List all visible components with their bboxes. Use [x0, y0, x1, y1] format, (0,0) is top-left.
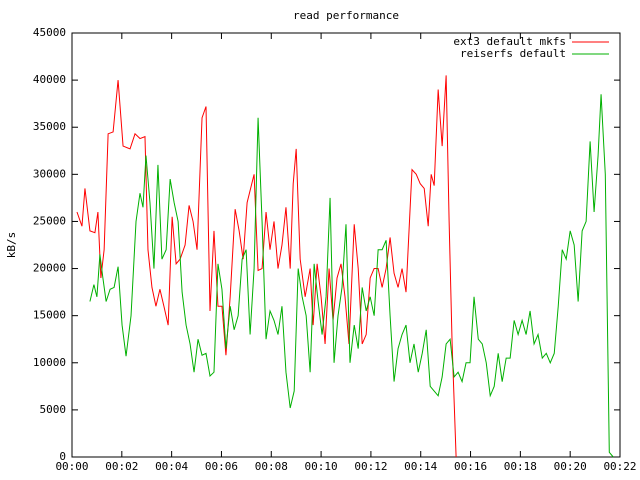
y-tick-label: 10000: [33, 356, 66, 369]
x-tick-label: 00:12: [354, 460, 387, 473]
x-tick-label: 00:04: [155, 460, 188, 473]
plot-frame: [71, 32, 621, 458]
y-axis-label: kB/s: [5, 232, 18, 259]
x-tick-label: 00:02: [105, 460, 138, 473]
x-tick-label: 00:14: [404, 460, 437, 473]
x-tick-label: 00:16: [454, 460, 487, 473]
x-tick-label: 00:00: [55, 460, 88, 473]
x-tick-label: 00:08: [255, 460, 288, 473]
y-tick-label: 0: [59, 450, 66, 463]
x-tick-label: 00:06: [205, 460, 238, 473]
series-line: [89, 94, 614, 458]
x-tick-label: 00:20: [554, 460, 587, 473]
y-tick-label: 15000: [33, 309, 66, 322]
x-tick-label: 00:18: [504, 460, 537, 473]
legend-label: ext3 default mkfs: [453, 35, 566, 48]
x-tick-label: 00:22: [603, 460, 636, 473]
y-tick-label: 20000: [33, 262, 66, 275]
y-tick-label: 40000: [33, 73, 66, 86]
y-tick-label: 30000: [33, 167, 66, 180]
y-tick-label: 25000: [33, 214, 66, 227]
y-tick-label: 35000: [33, 120, 66, 133]
series-line: [76, 75, 457, 458]
x-tick-label: 00:10: [305, 460, 338, 473]
y-tick-label: 5000: [40, 403, 67, 416]
legend-label: reiserfs default: [460, 47, 566, 60]
y-tick-label: 45000: [33, 26, 66, 39]
chart-title: read performance: [293, 9, 399, 22]
